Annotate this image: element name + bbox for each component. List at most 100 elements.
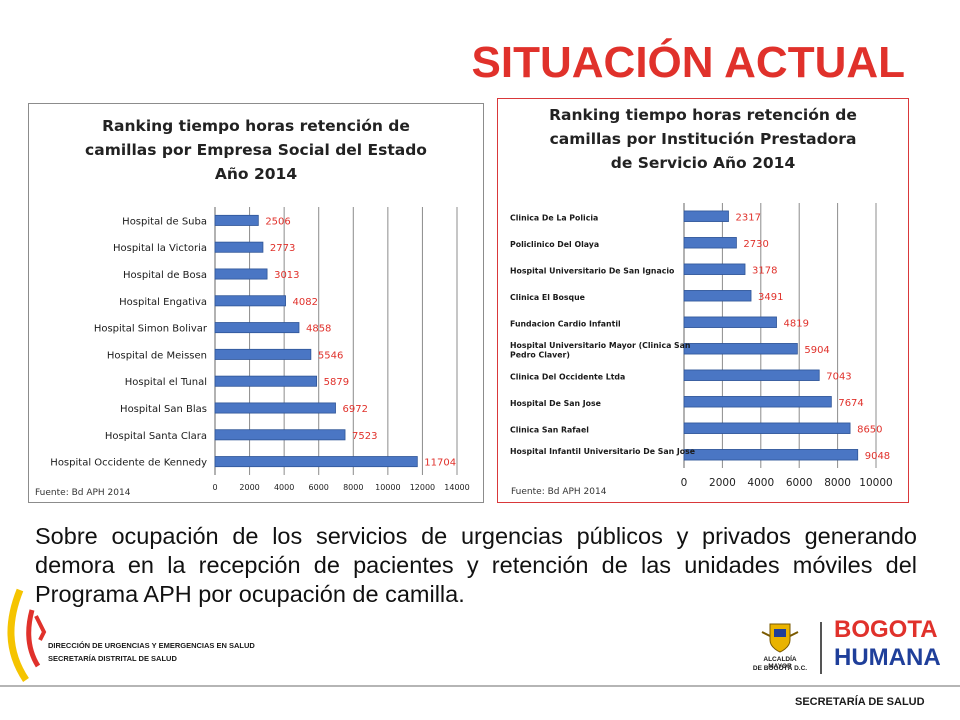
- coat-of-arms-icon: [761, 623, 799, 653]
- bar-chart-ese: 0 2000 4000 6000 8000 10000 12000 14000 2506 Hosp…: [50, 207, 470, 492]
- data-label: 5904: [804, 345, 829, 356]
- secretaria-label: SECRETARÍA DE SALUD: [795, 696, 925, 708]
- source-note: Fuente: Bd APH 2014: [511, 487, 607, 497]
- chart-title: Ranking tiempo horas retención de camill…: [498, 103, 908, 175]
- category-label: Pedro Claver): [510, 351, 570, 360]
- category-label: Hospital el Tunal: [125, 377, 207, 388]
- data-label: 11704: [424, 458, 456, 469]
- category-label: Hospital Universitario De San Ignacio: [510, 266, 675, 275]
- data-label: 4858: [306, 324, 331, 335]
- bar: [214, 456, 418, 468]
- alcaldia-logo: ALCALDÍA MAYOR DE BOGOTÁ D.C.: [752, 618, 808, 680]
- data-label: 3178: [752, 265, 777, 276]
- data-label: 9048: [865, 451, 890, 462]
- bar: [683, 237, 737, 249]
- x-tick-label: 2000: [239, 483, 259, 492]
- category-label: Hospital De San Jose: [510, 399, 601, 408]
- category-label: Policlinico Del Olaya: [510, 240, 599, 249]
- chart-panel-ese: Ranking tiempo horas retención de camill…: [28, 103, 484, 503]
- data-label: 7043: [826, 371, 851, 382]
- data-label: 3491: [758, 292, 783, 303]
- data-label: 5546: [318, 350, 343, 361]
- data-label: 5879: [324, 377, 349, 388]
- category-label: Hospital Santa Clara: [105, 431, 207, 442]
- x-tick-label: 4000: [274, 483, 294, 492]
- bar: [683, 369, 820, 381]
- x-tick-label: 10000: [375, 483, 400, 492]
- bar: [683, 422, 851, 434]
- x-tick-label: 10000: [859, 477, 892, 489]
- bar: [214, 295, 286, 307]
- bar: [683, 263, 746, 275]
- data-label: 2730: [743, 239, 768, 250]
- chart-panel-ips: Ranking tiempo horas retención de camill…: [497, 98, 909, 503]
- category-label: Hospital Engativa: [119, 297, 207, 308]
- x-tick-label: 6000: [786, 477, 813, 489]
- category-label: Hospital de Meissen: [107, 350, 207, 361]
- data-label: 3013: [274, 270, 299, 281]
- brand-line-2: HUMANA: [834, 644, 941, 671]
- x-tick-label: 8000: [824, 477, 851, 489]
- bar: [214, 322, 300, 334]
- chart-title-line: de Servicio Año 2014: [610, 154, 796, 172]
- org-line-2: SECRETARÍA DISTRITAL DE SALUD: [48, 654, 177, 663]
- x-tick-label: 12000: [410, 483, 435, 492]
- org-line-1: DIRECCIÓN DE URGENCIAS Y EMERGENCIAS EN …: [48, 641, 255, 650]
- footer-divider: [0, 685, 960, 687]
- x-tick-label: 8000: [343, 483, 363, 492]
- data-label: 4082: [293, 297, 318, 308]
- body-paragraph: Sobre ocupación de los servicios de urge…: [35, 523, 917, 607]
- bar: [683, 343, 798, 355]
- bar: [214, 348, 312, 360]
- category-label: Clinica Del Occidente Ltda: [510, 372, 625, 381]
- direccion-logo: DIRECCIÓN DE URGENCIAS Y EMERGENCIAS EN …: [0, 580, 260, 690]
- chart-title-line: Ranking tiempo horas retención de: [102, 117, 410, 135]
- bar: [214, 268, 268, 280]
- data-label: 2506: [265, 216, 290, 227]
- chart-title-line: camillas por Empresa Social del Estado: [85, 141, 427, 159]
- category-label: Hospital Simon Bolivar: [94, 324, 208, 335]
- category-label: Hospital Universitario Mayor (Clinica Sa…: [510, 341, 690, 350]
- alcaldia-line-2: DE BOGOTÁ D.C.: [752, 665, 808, 672]
- chart-title-line: Año 2014: [214, 165, 298, 183]
- bogota-humana-logo: BOGOTA HUMANA: [834, 616, 941, 680]
- category-label: Fundacion Cardio Infantil: [510, 319, 621, 328]
- logo-divider: [820, 622, 822, 674]
- x-tick-label: 0: [681, 477, 688, 489]
- chart-title-line: camillas por Institución Prestadora: [549, 130, 857, 148]
- category-label: Clinica De La Policia: [510, 213, 598, 222]
- source-note: Fuente: Bd APH 2014: [35, 488, 131, 498]
- alcaldia-line-1: ALCALDÍA MAYOR: [763, 656, 797, 670]
- category-label: Hospital de Suba: [122, 216, 207, 227]
- x-tick-label: 0: [212, 483, 217, 492]
- data-label: 6972: [343, 404, 368, 415]
- x-tick-label: 6000: [309, 483, 329, 492]
- bar: [214, 402, 336, 414]
- brand-line-1: BOGOTA: [834, 616, 938, 643]
- bar: [683, 316, 777, 328]
- category-label: Hospital Infantil Universitario De San J…: [510, 447, 695, 456]
- bar: [214, 214, 259, 226]
- category-label: Hospital de Bosa: [123, 270, 207, 281]
- slide-title: SITUACIÓN ACTUAL: [471, 38, 905, 87]
- category-label: Hospital Occidente de Kennedy: [50, 458, 207, 469]
- category-label: Hospital la Victoria: [113, 243, 207, 254]
- bar: [683, 449, 859, 461]
- x-tick-label: 2000: [709, 477, 736, 489]
- data-label: 2317: [735, 212, 760, 223]
- bar: [683, 210, 729, 222]
- data-label: 8650: [857, 424, 882, 435]
- bar: [683, 290, 752, 302]
- data-label: 7674: [838, 398, 863, 409]
- direccion-emblem: [7, 588, 47, 682]
- bar-chart-ips: 0 2000 4000 6000 8000 10000 2317 Clinica De La …: [510, 203, 893, 489]
- category-label: Clinica San Rafael: [510, 425, 589, 434]
- data-label: 4819: [784, 318, 809, 329]
- chart-title: Ranking tiempo horas retención de camill…: [29, 114, 483, 186]
- x-tick-label: 14000: [444, 483, 469, 492]
- bar: [214, 241, 264, 253]
- category-label: Hospital San Blas: [120, 404, 207, 415]
- bar: [214, 375, 318, 387]
- x-tick-label: 4000: [747, 477, 774, 489]
- bar: [214, 429, 346, 441]
